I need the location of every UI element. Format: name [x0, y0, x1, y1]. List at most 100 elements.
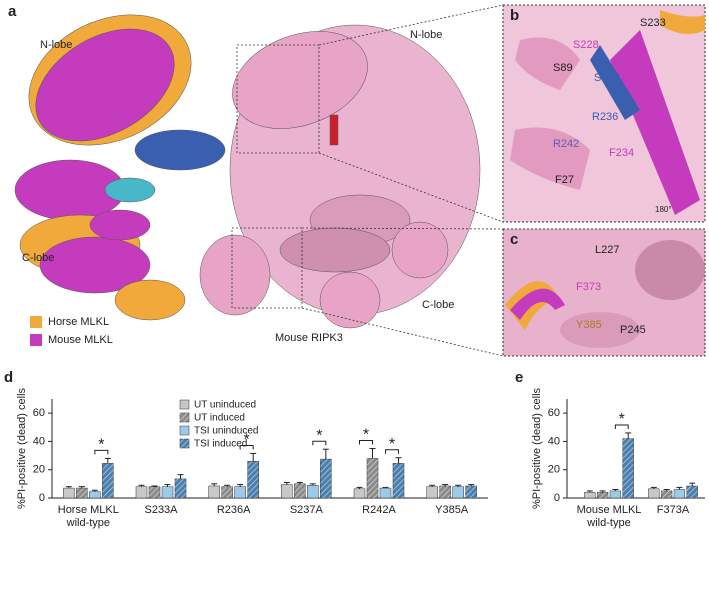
legend-label: Mouse MLKL	[48, 334, 113, 346]
bar-hatch	[102, 463, 114, 498]
significance-bracket	[385, 449, 399, 454]
residue-label: S233	[640, 17, 666, 29]
residue-label: S89	[553, 62, 573, 74]
y-axis-label: %PI-positive (dead) cells	[16, 387, 28, 509]
bar-hatch	[221, 486, 233, 498]
residue-label: S228	[573, 39, 599, 51]
legend-swatch	[179, 399, 190, 410]
legend-label: Horse MLKL	[48, 316, 109, 328]
residue-label: F27	[555, 174, 574, 186]
legend-label: TSI induced	[194, 439, 247, 450]
bar-hatch	[686, 485, 698, 498]
bar	[426, 486, 438, 499]
x-tick-label: F373A	[656, 504, 690, 516]
x-tick-label: R242A	[362, 504, 396, 516]
bar	[584, 492, 596, 499]
bar	[135, 486, 148, 499]
panel-label: d	[4, 369, 13, 386]
legend-label: TSI uninduced	[194, 426, 259, 437]
legend-swatch	[30, 334, 42, 346]
significance-bracket	[239, 444, 254, 450]
bar	[379, 487, 392, 499]
residue-label: S237	[594, 72, 620, 84]
bar-hatch	[465, 485, 477, 498]
significance-star: *	[619, 411, 625, 428]
bar-hatch	[661, 490, 672, 498]
bar	[673, 489, 686, 499]
y-tick-label: 60	[33, 407, 45, 419]
structure-label: N-lobe	[410, 29, 442, 41]
bar-hatch	[149, 486, 160, 498]
x-tick-label: S237A	[289, 504, 323, 516]
significance-bracket	[94, 449, 109, 455]
x-tick-label: R236A	[216, 504, 251, 516]
bar	[161, 486, 174, 499]
structure-label: C-lobe	[22, 252, 54, 264]
zoom-lines	[231, 4, 504, 357]
panel-label: e	[515, 369, 523, 386]
panel-label: c	[510, 231, 518, 248]
structure-label: N-lobe	[40, 39, 72, 51]
residue-label: Y385	[576, 319, 602, 331]
legend-label: UT uninduced	[194, 400, 256, 411]
bar-hatch	[393, 463, 404, 498]
residue-label: F373	[576, 281, 601, 293]
residue-label: R242	[553, 138, 579, 150]
significance-bracket	[359, 440, 373, 445]
bar-hatch	[247, 461, 259, 498]
residue-label: L227	[595, 244, 619, 256]
bar-hatch	[439, 485, 451, 498]
significance-star: *	[98, 437, 104, 454]
bar	[281, 484, 293, 499]
x-tick-label: Y385A	[435, 504, 469, 516]
y-tick-label: 60	[548, 407, 560, 419]
bar	[307, 485, 319, 499]
bar	[452, 486, 464, 499]
y-tick-label: 20	[548, 464, 560, 476]
legend-hatch	[180, 439, 189, 448]
significance-star: *	[389, 436, 395, 453]
x-tick-label: Mouse MLKL wild-type	[576, 504, 642, 529]
bar	[353, 488, 366, 499]
legend-hatch	[180, 413, 189, 422]
y-tick-label: 20	[33, 464, 45, 476]
significance-star: *	[316, 427, 322, 444]
bar	[609, 490, 622, 499]
significance-bracket	[312, 440, 327, 446]
bar-hatch	[622, 438, 634, 498]
bar-hatch	[320, 459, 332, 498]
legend-swatch	[30, 316, 42, 328]
y-tick-label: 40	[548, 435, 560, 447]
bar	[63, 487, 75, 499]
residue-label: R236	[592, 111, 618, 123]
bar	[89, 491, 101, 499]
residue-label: P245	[620, 324, 646, 336]
x-tick-label: Horse MLKL wild-type	[57, 504, 119, 529]
residue-label: F234	[609, 147, 634, 159]
significance-star: *	[244, 432, 250, 449]
panel-label: a	[8, 3, 17, 20]
panel-label: b	[510, 7, 519, 24]
bar-hatch	[367, 458, 378, 498]
structure-b	[502, 4, 706, 223]
structure-c	[502, 228, 706, 357]
bar-hatch	[597, 492, 608, 498]
legend-label: UT induced	[194, 413, 245, 424]
bar	[648, 488, 660, 499]
y-tick-label: 40	[33, 435, 45, 447]
structure-a	[14, 14, 481, 329]
structure-label: C-lobe	[422, 299, 454, 311]
bar	[234, 486, 246, 499]
significance-bracket	[614, 424, 629, 429]
x-tick-label: S233A	[144, 504, 178, 516]
bar-hatch	[76, 488, 88, 498]
bar-hatch	[175, 478, 186, 498]
y-tick-label: 0	[554, 492, 560, 504]
structure-label: Mouse RIPK3	[275, 332, 343, 344]
y-tick-label: 0	[39, 492, 45, 504]
bar	[208, 485, 220, 499]
rotation-label: 180°	[655, 205, 672, 214]
significance-star: *	[363, 427, 369, 444]
